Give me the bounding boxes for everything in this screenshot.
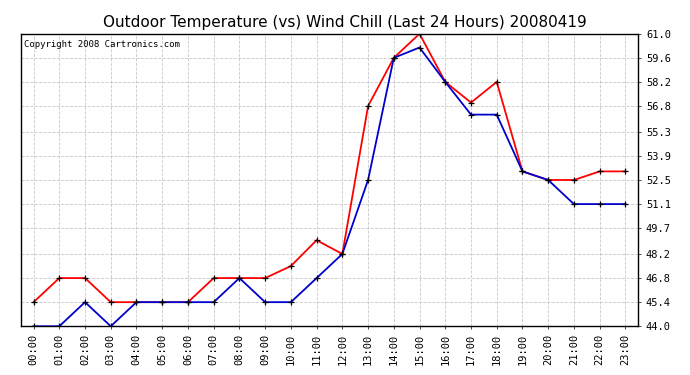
Text: Outdoor Temperature (vs) Wind Chill (Last 24 Hours) 20080419: Outdoor Temperature (vs) Wind Chill (Las… [103,15,587,30]
Text: Copyright 2008 Cartronics.com: Copyright 2008 Cartronics.com [23,40,179,49]
